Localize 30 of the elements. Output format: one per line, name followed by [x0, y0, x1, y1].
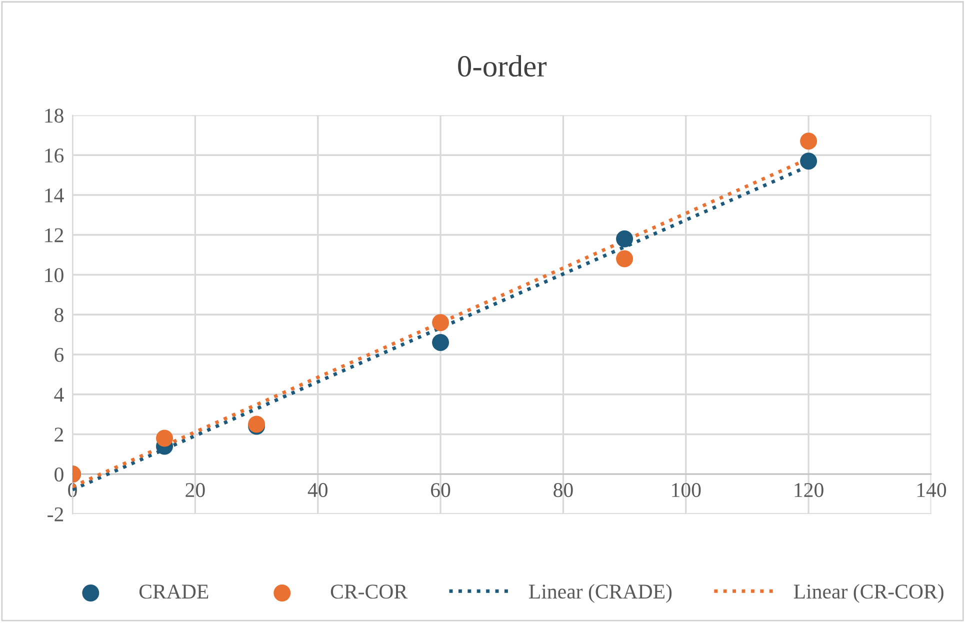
x-tick-label: 120	[794, 483, 824, 498]
x-tick-label: 60	[431, 483, 450, 498]
y-tick-label: 16	[45, 148, 64, 163]
y-tick-label: 8	[54, 308, 64, 322]
y-tick-label: 14	[45, 188, 64, 202]
point	[616, 250, 634, 268]
x-tick-label: 20	[186, 483, 205, 498]
y-tick-label: -2	[48, 507, 64, 522]
y-tick-label: 2	[54, 428, 64, 442]
point	[432, 334, 450, 352]
y-tick-label: 6	[54, 348, 64, 362]
point	[800, 152, 818, 170]
y-tick-label: 12	[45, 228, 64, 242]
point	[156, 430, 174, 447]
legend-label: CR-COR	[330, 584, 408, 599]
x-tick-label: 100	[672, 483, 701, 498]
legend-label: Linear (CR-COR)	[794, 584, 944, 603]
chart-title: 0-order	[458, 55, 547, 77]
y-tick-label: 10	[45, 268, 64, 282]
x-tick-label: 80	[554, 483, 573, 498]
point	[800, 132, 818, 150]
y-tick-label: 18	[45, 108, 64, 123]
legend-label: Linear (CRADE)	[529, 584, 672, 603]
x-tick-label: 140	[917, 483, 946, 498]
y-tick-label: 0	[54, 467, 64, 482]
legend-label: CRADE	[139, 584, 208, 599]
x-tick-label: 40	[308, 483, 328, 498]
y-tick-label: 4	[54, 388, 64, 402]
point	[432, 314, 450, 332]
point	[616, 230, 634, 248]
